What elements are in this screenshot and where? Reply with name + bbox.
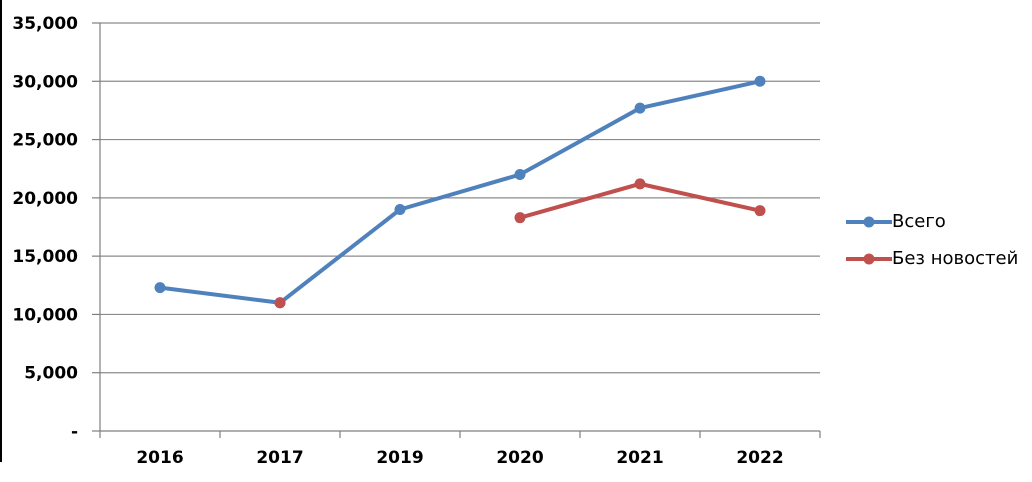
legend-line-marker-icon bbox=[846, 216, 892, 228]
data-point-marker bbox=[154, 282, 166, 294]
chart-legend: Всего Без новостей bbox=[846, 209, 1018, 272]
y-axis-label: 15,000 bbox=[12, 247, 78, 267]
data-point-marker bbox=[754, 205, 766, 217]
data-point-marker bbox=[634, 102, 646, 114]
legend-label: Всего bbox=[892, 211, 946, 232]
legend-line-marker-icon bbox=[846, 253, 892, 265]
left-edge-line bbox=[0, 0, 2, 462]
x-axis-label: 2021 bbox=[616, 448, 663, 468]
data-point-marker bbox=[514, 212, 526, 224]
data-point-marker bbox=[274, 297, 286, 309]
y-axis-label: 5,000 bbox=[24, 364, 78, 384]
data-point-marker bbox=[634, 178, 646, 190]
x-axis-label: 2022 bbox=[736, 448, 783, 468]
data-point-marker bbox=[394, 204, 406, 216]
x-axis-label: 2016 bbox=[136, 448, 183, 468]
y-axis-label: - bbox=[71, 422, 78, 442]
y-axis-label: 25,000 bbox=[12, 131, 78, 151]
y-axis-label: 35,000 bbox=[12, 14, 78, 34]
x-axis-label: 2020 bbox=[496, 448, 543, 468]
y-axis-label: 10,000 bbox=[12, 305, 78, 325]
series-line bbox=[158, 79, 762, 305]
legend-label: Без новостей bbox=[892, 248, 1019, 269]
y-axis-label: 30,000 bbox=[12, 72, 78, 92]
legend-item-vsego[interactable]: Всего bbox=[846, 209, 1018, 235]
x-axis-label: 2019 bbox=[376, 448, 423, 468]
y-axis-label: 20,000 bbox=[12, 189, 78, 209]
data-point-marker bbox=[754, 75, 766, 87]
x-axis-label: 2017 bbox=[256, 448, 303, 468]
data-point-marker bbox=[514, 169, 526, 181]
legend-item-bez-novostey[interactable]: Без новостей bbox=[846, 246, 1018, 272]
